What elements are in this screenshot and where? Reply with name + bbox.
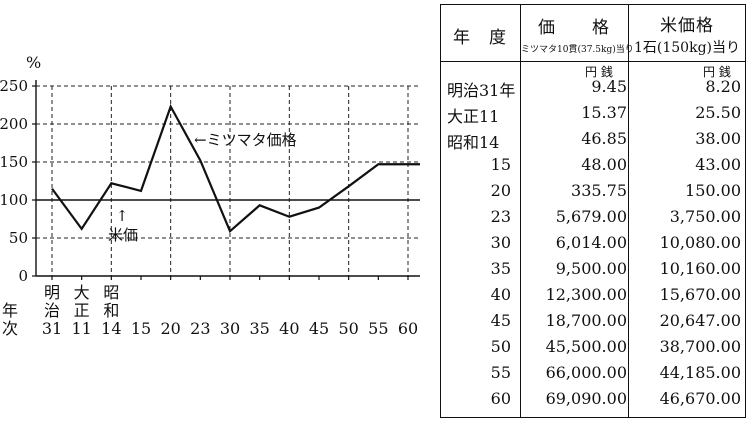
row-mitsumata: 5,679.00 [555,207,627,226]
y-tick-label: 150 [0,153,28,171]
row-rice: 15,670.00 [659,285,741,304]
row-mitsumata: 46.85 [581,129,627,148]
table-row: 30 6,014.00 10,080.00 [441,233,745,259]
row-mitsumata: 18,700.00 [545,311,627,330]
chart-series [36,103,420,233]
chart-grid [36,85,420,276]
row-mitsumata: 9,500.00 [555,259,627,278]
price-chart: 0 50 100 150 200 250 明治 31 大正 11 昭和 14 15 20 23 30 35 40… [0,53,420,338]
row-year: 60 [490,389,511,408]
y-tick-label: 50 [9,229,28,247]
table-row: 明治31年 9.45 8.20 [441,77,745,103]
row-rice: 10,080.00 [659,233,741,252]
chart-axes [35,80,420,277]
row-mitsumata: 66,000.00 [545,363,627,382]
header-mitsumata: 価 格 ミツマタ10貫(37.5kg)当り [521,18,634,55]
unit-rice: 円 銭 [703,65,731,79]
chart-ticks: 0 50 100 150 200 250 [0,77,409,285]
table-header: 年 度 価 格 ミツマタ10貫(37.5kg)当り 米価格 1石(150kg)当… [441,5,745,62]
row-year: 明治31年 [447,81,516,100]
annotation-mitsumata-price: ←ミツマタ価格 [194,131,297,149]
table-row: 23 5,679.00 3,750.00 [441,207,745,233]
x-tick-labels: 明治 31 大正 11 昭和 14 15 20 23 30 35 40 45 50 55 60 [42,283,418,338]
row-rice: 46,670.00 [659,389,741,408]
row-year: 35 [490,259,511,278]
table-row: 45 18,700.00 20,647.00 [441,311,745,337]
y-tick-label: 250 [0,77,28,95]
row-mitsumata: 335.75 [571,181,627,200]
y-tick-label: 100 [0,191,28,209]
row-year: 50 [490,337,511,356]
x-tick-label: 40 [279,319,299,338]
x-tick-label: 55 [368,319,388,338]
row-mitsumata: 69,090.00 [545,389,627,408]
table-row: 55 66,000.00 44,185.00 [441,363,745,389]
x-tick-label: 15 [131,319,151,338]
row-year: 20 [490,181,511,200]
series-line-mitsumata [51,103,420,233]
row-rice: 8.20 [705,77,741,96]
row-mitsumata: 45,500.00 [545,337,627,356]
x-axis-label-char-1: 年 [2,301,18,320]
table-row: 35 9,500.00 10,160.00 [441,259,745,285]
unit-mitsumata: 円 銭 [585,65,613,79]
y-axis-label: % [26,53,41,72]
x-tick-label: 昭和 14 [101,283,121,338]
row-mitsumata: 9.45 [591,77,627,96]
y-tick-label: 0 [18,267,28,285]
header-rice: 米価格 1石(150kg)当り [634,16,740,56]
row-year: 40 [490,285,511,304]
price-table: 年 度 価 格 ミツマタ10貫(37.5kg)当り 米価格 1石(150kg)当… [440,4,746,418]
row-rice: 10,160.00 [659,259,741,278]
row-year: 55 [490,363,511,382]
row-mitsumata: 48.00 [581,155,627,174]
row-year: 23 [490,207,511,226]
x-tick-label: 35 [249,319,269,338]
row-rice: 43.00 [695,155,741,174]
table-row: 40 12,300.00 15,670.00 [441,285,745,311]
table-row: 50 45,500.00 38,700.00 [441,337,745,363]
table-row: 大正11 15.37 25.50 [441,103,745,129]
x-tick-label: 45 [309,319,329,338]
row-year: 昭和14 [447,133,500,152]
x-tick-label: 大正 11 [71,283,91,338]
row-mitsumata: 15.37 [581,103,627,122]
x-tick-label: 23 [190,319,210,338]
row-rice: 25.50 [695,103,741,122]
row-mitsumata: 12,300.00 [545,285,627,304]
table-divider-2 [628,5,629,417]
x-tick-label: 30 [220,319,240,338]
row-rice: 3,750.00 [669,207,741,226]
table-row: 昭和14 46.85 38.00 [441,129,745,155]
annotation-rice-arrow: ↑ [116,207,129,225]
row-rice: 20,647.00 [659,311,741,330]
row-mitsumata: 6,014.00 [555,233,627,252]
row-rice: 44,185.00 [659,363,741,382]
row-year: 45 [490,311,511,330]
row-year: 15 [490,155,511,174]
row-year: 30 [490,233,511,252]
x-tick-label: 20 [160,319,180,338]
row-rice: 38.00 [695,129,741,148]
row-year: 大正11 [447,107,500,126]
x-tick-label: 明治 31 [42,283,62,338]
table-row: 20 335.75 150.00 [441,181,745,207]
x-tick-label: 50 [338,319,358,338]
y-tick-label: 200 [0,115,28,133]
table-divider-1 [520,5,521,417]
header-year: 年 度 [453,28,507,48]
x-axis-label-char-2: 次 [2,319,18,338]
table-row: 15 48.00 43.00 [441,155,745,181]
table-row: 60 69,090.00 46,670.00 [441,389,745,415]
annotation-rice-price: 米価 [108,226,138,244]
row-rice: 38,700.00 [659,337,741,356]
row-rice: 150.00 [685,181,741,200]
x-tick-label: 60 [398,319,418,338]
